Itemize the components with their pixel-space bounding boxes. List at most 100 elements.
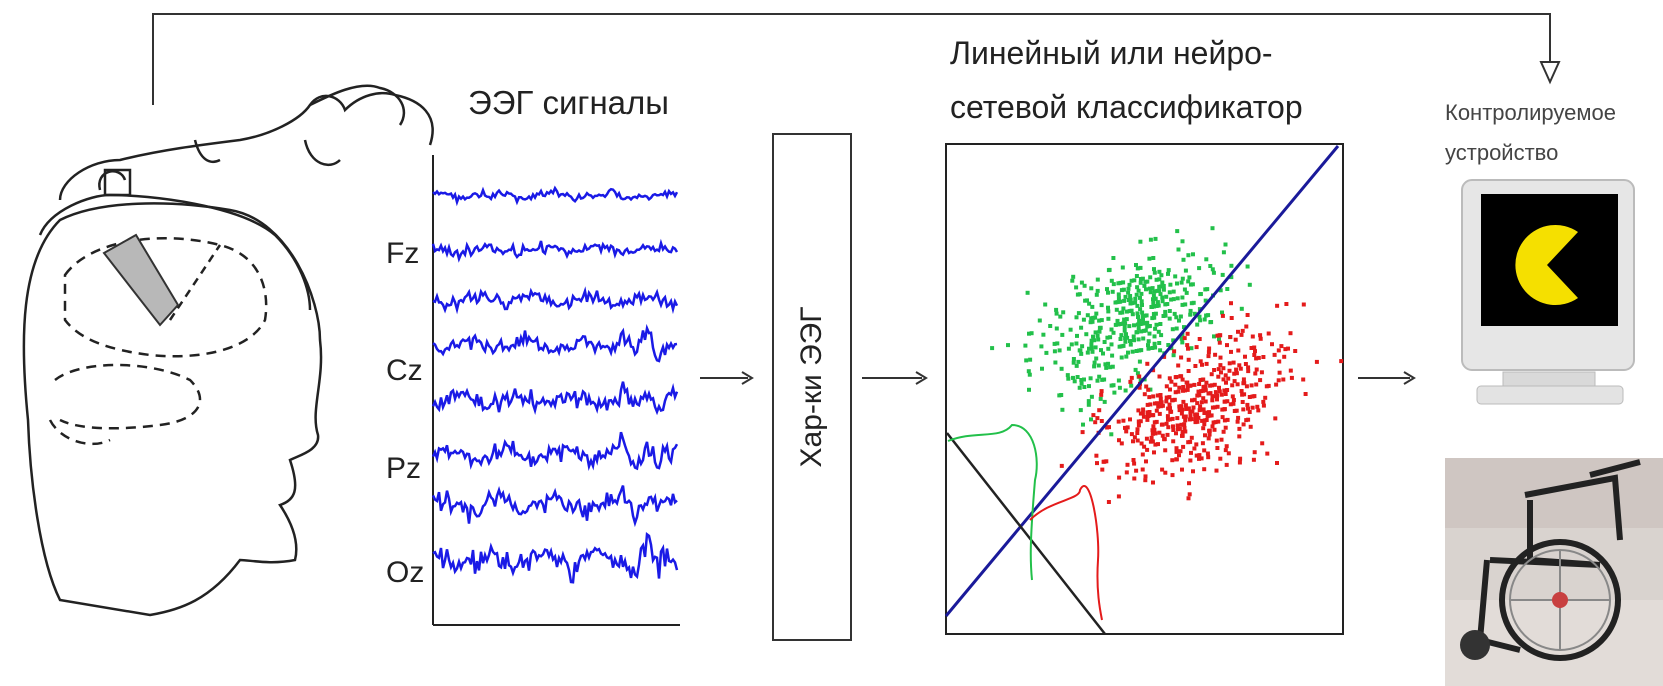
green-class-point [1110,364,1115,369]
green-class-point [1118,299,1123,304]
red-class-point [1233,337,1238,342]
green-class-point [1158,348,1163,353]
red-class-point [1170,458,1175,463]
red-class-point [1223,392,1228,396]
red-class-point [1293,349,1298,353]
red-class-point [1169,409,1174,414]
green-class-point [1123,388,1128,393]
green-class-point [1087,346,1091,351]
red-class-point [1282,354,1287,359]
green-class-point [1137,359,1142,364]
green-class-point [1068,327,1073,332]
red-class-point [1117,438,1121,443]
red-class-point [1151,480,1155,485]
red-class-point [1186,346,1190,351]
green-class-point [1118,310,1123,315]
green-class-point [1072,379,1077,384]
red-class-point [1246,406,1250,411]
green-class-point [1137,348,1142,353]
red-class-point [1182,422,1187,427]
red-class-point [1266,331,1271,336]
green-class-point [1096,337,1101,342]
green-class-point [1128,294,1133,298]
red-class-point [1136,423,1141,428]
red-class-point [1218,333,1223,338]
red-class-point [1281,377,1286,382]
green-class-point [1106,305,1110,310]
red-class-point [1203,399,1208,404]
red-class-point [1189,450,1193,455]
green-class-point [1171,297,1176,302]
red-class-point [1254,382,1259,387]
green-class-point [1060,332,1065,337]
red-class-point [1167,376,1172,381]
green-class-point [1090,349,1095,354]
red-class-point [1171,428,1176,432]
green-class-point [1118,337,1123,341]
green-class-point [1163,309,1168,314]
orthogonal-axis [946,432,1106,635]
monitor-device [1461,179,1635,405]
red-class-point [1217,385,1221,390]
green-class-point [1103,362,1108,367]
green-class-point [1197,314,1202,319]
red-class-point [1197,382,1202,386]
green-class-point [1179,280,1184,285]
green-class-point [1128,342,1133,347]
green-class-point [1130,312,1135,317]
red-class-point [1157,374,1162,379]
red-class-point [1201,426,1206,431]
green-class-point [1099,348,1103,353]
green-class-point [1090,304,1095,309]
red-class-point [1237,434,1242,439]
red-class-point [1191,405,1196,410]
green-class-point [1174,326,1179,331]
green-class-point [1111,330,1116,335]
red-class-point [1178,449,1183,454]
feature-extraction-label: Хар-ки ЭЭГ [795,306,828,468]
green-class-point [1204,257,1209,262]
red-class-point [1175,423,1180,428]
green-class-point [1178,314,1183,319]
red-class-point [1117,475,1122,480]
green-class-point [1092,360,1097,365]
green-class-point [1133,367,1138,372]
green-class-point [1117,385,1122,390]
green-class-point [1147,256,1152,261]
green-class-point [1127,282,1132,287]
red-class-point [1141,407,1146,412]
red-class-point [1157,411,1162,416]
green-class-point [1166,271,1170,276]
red-class-point [1206,350,1211,355]
red-class-point [1166,425,1171,430]
green-class-point [1048,324,1053,328]
green-class-point [1108,365,1113,370]
green-class-point [1107,267,1112,272]
red-class-point [1245,313,1250,317]
green-class-point [1184,290,1189,295]
green-class-point [1071,274,1076,279]
red-class-point [1132,461,1137,466]
red-class-point [1213,390,1218,395]
red-class-point [1301,302,1306,307]
red-class-point [1145,402,1150,407]
red-class-point [1260,441,1265,446]
red-class-point [1201,384,1206,389]
eeg-trace [432,531,679,584]
green-class-point [1102,399,1107,404]
green-class-point [1210,267,1215,272]
red-class-point [1254,367,1259,372]
red-class-point [1215,393,1220,398]
red-class-point [1158,396,1163,401]
green-class-point [1028,357,1033,362]
red-class-point [1139,441,1144,446]
green-class-point [1167,309,1172,313]
green-class-point [1088,320,1093,325]
red-class-point [1093,420,1098,425]
green-class-point [1210,226,1215,231]
red-class-point [1199,400,1204,405]
red-class-point [1188,458,1193,463]
green-class-point [1079,280,1084,285]
red-class-point [1195,393,1200,398]
green-class-point [1135,371,1140,376]
